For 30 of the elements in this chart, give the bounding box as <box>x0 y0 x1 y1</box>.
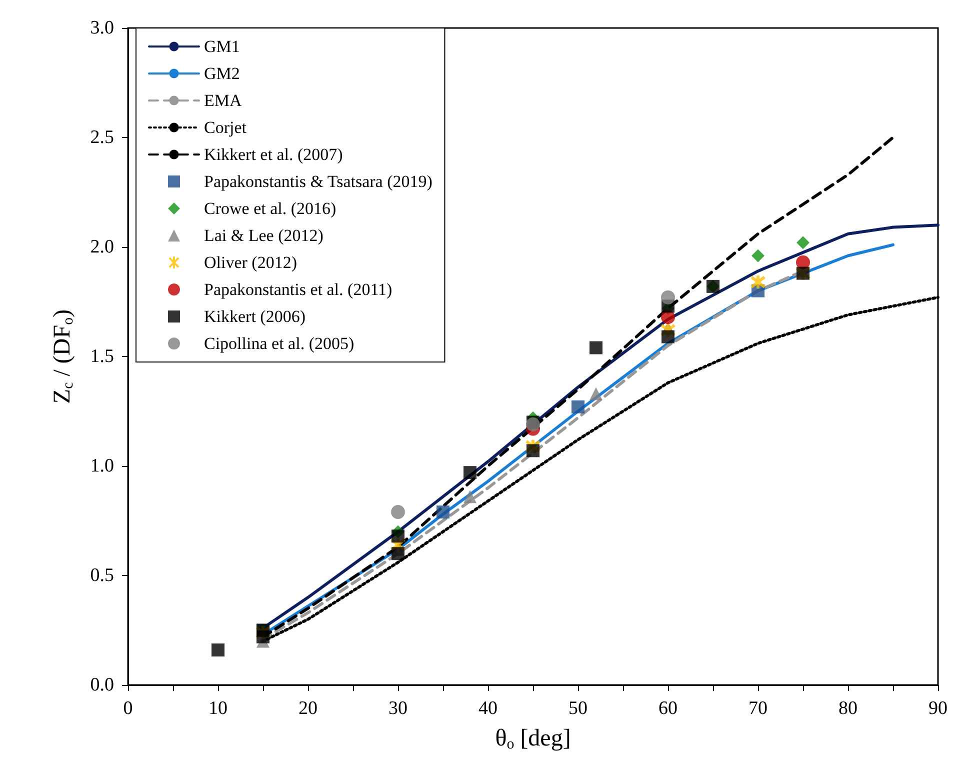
y-tick-label: 0.5 <box>90 565 114 586</box>
legend-label: Papakonstantis et al. (2011) <box>204 280 392 299</box>
x-tick-label: 90 <box>928 698 948 719</box>
x-tick-label: 40 <box>478 698 498 719</box>
x-tick-label: 70 <box>748 698 768 719</box>
y-tick-label: 1.5 <box>90 346 114 367</box>
legend-label: Oliver (2012) <box>204 253 298 272</box>
legend-label: Corjet <box>204 118 247 137</box>
y-tick-label: 1.0 <box>90 456 114 476</box>
legend-label: Cipollina et al. (2005) <box>204 334 354 353</box>
x-tick-label: 10 <box>208 698 228 719</box>
x-tick-label: 0 <box>123 698 133 719</box>
x-tick-label: 20 <box>298 698 318 719</box>
x-tick-label: 60 <box>658 698 678 719</box>
y-axis-title: Zc / (DFo) <box>50 309 76 404</box>
y-tick-label: 2.0 <box>90 236 114 258</box>
y-tick-label: 2.5 <box>90 127 114 148</box>
legend-label: Kikkert (2006) <box>204 307 306 326</box>
legend-label: Kikkert et al. (2007) <box>204 145 343 164</box>
legend-label: Crowe et al. (2016) <box>204 199 336 218</box>
legend-label: Lai & Lee (2012) <box>204 226 324 245</box>
legend-label: GM1 <box>204 37 240 56</box>
y-tick-label: 3.0 <box>90 18 114 38</box>
x-tick-label: 50 <box>568 698 588 719</box>
legend-label: Papakonstantis & Tsatsara (2019) <box>204 172 432 191</box>
legend-label: GM2 <box>204 64 240 83</box>
x-tick-label: 30 <box>388 698 408 719</box>
x-tick-label: 80 <box>838 698 858 719</box>
y-tick-label: 0.0 <box>90 674 114 696</box>
legend-label: EMA <box>204 91 242 110</box>
